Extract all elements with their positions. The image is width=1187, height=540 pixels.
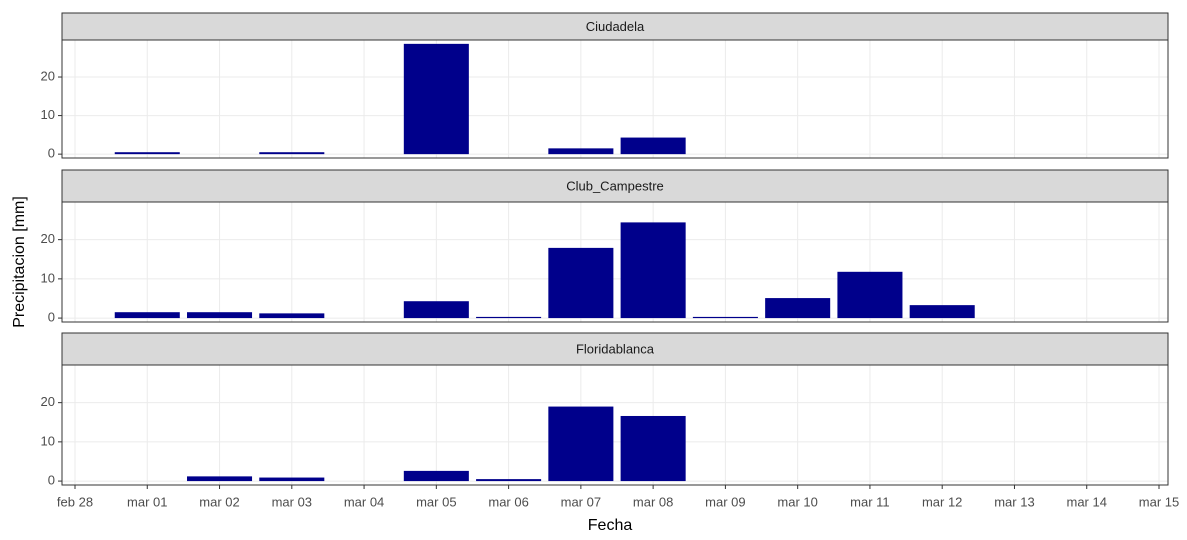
- y-tick-label: 10: [41, 433, 55, 448]
- strip-label: Floridablanca: [576, 341, 655, 356]
- panel-background: [62, 40, 1168, 158]
- panel-border: [61, 201, 1169, 323]
- panel-background: [62, 365, 1168, 485]
- x-tick-label: mar 02: [199, 494, 239, 509]
- panel-background: [62, 202, 1168, 322]
- bar: [403, 43, 469, 155]
- bar: [187, 476, 253, 482]
- y-tick-label: 0: [48, 310, 55, 325]
- y-tick-label: 0: [48, 473, 55, 488]
- x-tick-label: mar 07: [561, 494, 601, 509]
- y-tick-label: 10: [41, 107, 55, 122]
- bar: [187, 312, 253, 319]
- strip: [61, 169, 1169, 203]
- x-tick-label: mar 11: [850, 494, 890, 509]
- bar: [765, 298, 831, 319]
- y-tick-label: 20: [41, 394, 55, 409]
- y-tick-label: 0: [48, 146, 55, 161]
- bar: [114, 152, 180, 155]
- bar: [837, 271, 903, 319]
- bar: [259, 152, 325, 155]
- strip: [61, 12, 1169, 41]
- panel-border: [61, 364, 1169, 486]
- x-tick-label: mar 05: [416, 494, 456, 509]
- bar: [476, 316, 542, 319]
- bar: [909, 305, 975, 319]
- bar: [548, 148, 614, 155]
- x-tick-label: mar 09: [705, 494, 745, 509]
- bar: [548, 247, 614, 319]
- x-tick-label: mar 03: [272, 494, 312, 509]
- bar: [114, 312, 180, 319]
- x-tick-label: mar 04: [344, 494, 384, 509]
- x-tick-label: mar 13: [994, 494, 1034, 509]
- x-tick-label: mar 12: [922, 494, 962, 509]
- x-tick-label: mar 14: [1066, 494, 1106, 509]
- x-tick-label: mar 06: [488, 494, 528, 509]
- y-tick-label: 20: [41, 231, 55, 246]
- panel-border: [61, 39, 1169, 159]
- x-tick-label: mar 10: [777, 494, 817, 509]
- x-axis-title: Fecha: [588, 517, 633, 534]
- x-tick-label: mar 15: [1139, 494, 1179, 509]
- strip: [61, 332, 1169, 366]
- y-tick-label: 20: [41, 68, 55, 83]
- bar: [620, 222, 686, 319]
- y-tick-label: 10: [41, 270, 55, 285]
- x-tick-label: mar 08: [633, 494, 673, 509]
- strip-label: Ciudadela: [586, 19, 645, 34]
- bar: [403, 301, 469, 319]
- bar: [403, 470, 469, 482]
- bar: [692, 316, 758, 319]
- x-tick-label: mar 01: [127, 494, 167, 509]
- bar: [476, 479, 542, 482]
- strip-label: Club_Campestre: [566, 178, 664, 193]
- bar: [259, 477, 325, 482]
- bar: [548, 406, 614, 482]
- bar: [620, 415, 686, 482]
- bar: [259, 313, 325, 319]
- x-tick-label: feb 28: [57, 494, 93, 509]
- bar: [620, 137, 686, 155]
- y-axis-title: Precipitacion [mm]: [11, 196, 28, 328]
